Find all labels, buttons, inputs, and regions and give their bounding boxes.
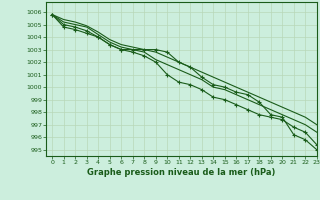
X-axis label: Graphe pression niveau de la mer (hPa): Graphe pression niveau de la mer (hPa)	[87, 168, 276, 177]
